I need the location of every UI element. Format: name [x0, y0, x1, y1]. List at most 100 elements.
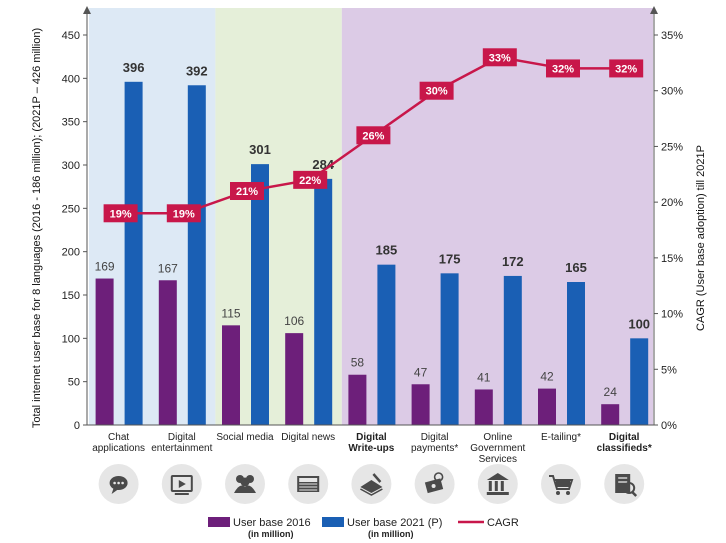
- category-label: Write-ups: [348, 443, 394, 454]
- payment-icon-glyph: [424, 472, 444, 494]
- data-label-2021: 284: [312, 157, 334, 172]
- category-label: Chat: [108, 432, 129, 443]
- video-player-icon-glyph: [170, 475, 193, 495]
- cagr-label-box: [166, 204, 201, 223]
- category-label: Digital news: [281, 432, 335, 443]
- y-tick-label: 0: [74, 420, 80, 432]
- data-label-2016: 115: [221, 306, 240, 320]
- category-labels: ChatapplicationsDigitalentertainmentSoci…: [92, 432, 652, 465]
- video-player-icon: [161, 464, 202, 504]
- y2-tick-label: 20%: [661, 197, 683, 209]
- newspaper-icon: [288, 464, 329, 504]
- category-label: Digital: [609, 432, 640, 443]
- category-label: entertainment: [151, 443, 212, 454]
- data-label-2016: 169: [95, 260, 115, 274]
- category-label: Services: [479, 454, 517, 465]
- y-axis-title: Total internet user base for 8 languages…: [31, 28, 43, 428]
- bar-2016: [348, 374, 367, 425]
- data-label-2021: 392: [186, 63, 208, 78]
- cagr-label-box: [103, 204, 138, 223]
- cagr-label: 32%: [552, 63, 574, 75]
- category-label: Digital: [356, 432, 387, 443]
- bar-2016: [285, 333, 304, 425]
- bar-2021: [124, 81, 143, 426]
- bar-2021: [503, 275, 522, 425]
- y-tick-label: 150: [62, 290, 80, 302]
- legend-label-2016: User base 2016: [233, 517, 311, 529]
- cagr-series-line: [104, 55, 627, 215]
- people-icon: [225, 464, 265, 504]
- bar-2021: [314, 178, 333, 425]
- bar-2016: [95, 278, 114, 425]
- data-label-2016: 41: [477, 370, 491, 384]
- data-label-2016: 167: [158, 261, 178, 275]
- classifieds-icon-glyph: [615, 474, 638, 497]
- bar-2016: [538, 388, 556, 425]
- y2-tick-label: 10%: [661, 309, 683, 321]
- cagr-label: 19%: [173, 208, 195, 220]
- cagr-label-box: [356, 126, 391, 145]
- chat-icon-glyph: [109, 476, 128, 494]
- bar-2021: [251, 164, 269, 425]
- y-tick-label: 100: [62, 333, 80, 345]
- book-pen-icon-glyph: [360, 473, 383, 496]
- y-tick-label: 350: [62, 117, 80, 129]
- y2-tick-label: 35%: [661, 30, 683, 42]
- cagr-label-box: [419, 81, 454, 100]
- category-label: Digital: [421, 432, 449, 443]
- data-label-2016: 47: [414, 365, 428, 379]
- category-icons: [98, 464, 645, 504]
- y2-axis-arrow: [650, 6, 658, 14]
- y-axis-ticks: 0 50 100 150 200 250 300 350 400 450 0% 5% 10% 15% 20%…: [62, 30, 684, 432]
- y-tick-label: 300: [62, 160, 80, 172]
- cagr-label-box: [609, 59, 644, 78]
- bar-2016: [601, 404, 620, 425]
- cagr-label: 32%: [615, 63, 637, 75]
- legend-unit-2016: (in million): [248, 529, 294, 539]
- y-axis-arrow: [83, 6, 91, 14]
- data-label-2021: 175: [439, 251, 461, 266]
- y2-tick-label: 30%: [661, 86, 683, 98]
- y-tick-label: 200: [62, 247, 80, 259]
- data-label-2016: 42: [540, 370, 554, 384]
- cagr-label-box: [482, 48, 517, 67]
- cagr-label: 22%: [299, 175, 321, 187]
- cagr-label: 26%: [362, 130, 384, 142]
- cagr-label-box: [293, 170, 328, 189]
- legend-label-2021: User base 2021 (P): [347, 517, 442, 529]
- cagr-label-box: [230, 182, 264, 200]
- y2-tick-label: 5%: [661, 364, 677, 376]
- axes: [83, 6, 658, 426]
- cagr-label: 30%: [426, 86, 448, 98]
- data-label-2016: 24: [604, 385, 618, 399]
- category-label: classifieds*: [597, 443, 652, 454]
- data-label-2021: 396: [123, 60, 145, 75]
- data-label-2016: 58: [351, 356, 365, 370]
- book-pen-icon: [351, 464, 392, 504]
- category-label: payments*: [411, 443, 458, 454]
- y2-tick-label: 25%: [661, 141, 683, 153]
- cagr-label: 21%: [236, 186, 258, 198]
- data-label-2021: 301: [249, 142, 271, 157]
- cagr-label-box: [546, 59, 580, 78]
- legend-label-cagr: CAGR: [487, 517, 519, 529]
- government-building-icon: [477, 464, 518, 504]
- category-label: Digital: [168, 432, 196, 443]
- cagr-label: 19%: [110, 208, 132, 220]
- bars: 169 396 167 392 115 301 106 284 58 185 47 175 41 172 4…: [95, 60, 650, 426]
- bar-2016: [411, 384, 430, 425]
- shopping-cart-icon: [541, 464, 581, 504]
- data-label-2016: 106: [284, 314, 304, 328]
- data-label-2021: 172: [502, 254, 524, 269]
- data-label-2021: 100: [628, 316, 650, 331]
- category-label: Government: [470, 443, 525, 454]
- y-tick-label: 450: [62, 30, 80, 42]
- legend-unit-2021: (in million): [368, 529, 414, 539]
- bar-2016: [222, 325, 240, 425]
- chat-icon: [98, 464, 139, 504]
- category-label: Online: [483, 432, 512, 443]
- newspaper-icon-glyph: [297, 476, 320, 492]
- category-label: Social media: [216, 432, 274, 443]
- y2-tick-label: 15%: [661, 253, 683, 265]
